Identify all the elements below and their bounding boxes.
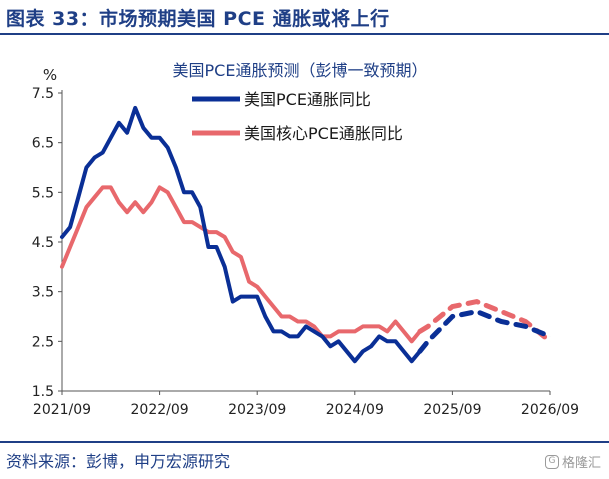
title-divider: [0, 33, 609, 35]
series-line-actual: [60, 105, 422, 364]
y-tick-label: 2.5: [32, 334, 54, 350]
x-tick-label: 2024/09: [326, 402, 384, 418]
series-line-actual: [60, 185, 422, 344]
series-pce: [60, 105, 553, 364]
footer-divider: [0, 441, 609, 443]
source-note: 资料来源：彭博，申万宏源研究: [6, 452, 231, 471]
y-tick-label: 1.5: [32, 384, 54, 400]
x-tick-label: 2021/09: [33, 402, 91, 418]
x-tick-label: 2022/09: [131, 402, 189, 418]
watermark-text: 格隆汇: [561, 456, 601, 471]
x-tick-label: 2023/09: [228, 402, 286, 418]
legend-label-pce: 美国PCE通胀同比: [244, 90, 371, 109]
watermark: G 格隆汇: [544, 452, 601, 471]
chart-title: 美国PCE通胀预测（彭博一致预期）: [173, 61, 428, 80]
x-tick-label: 2026/09: [521, 402, 579, 418]
x-tick-label: 2025/09: [423, 402, 481, 418]
series-core-pce: [60, 185, 553, 344]
y-tick-label: 5.5: [32, 185, 54, 201]
axes: 7.5 6.5 5.5 4.5 3.5 2.5 1.5 2021/09 2022/09 2023/…: [32, 86, 579, 418]
legend-label-core-pce: 美国核心PCE通胀同比: [244, 124, 403, 143]
y-tick-label: 6.5: [32, 136, 54, 152]
y-tick-label: 7.5: [32, 86, 54, 102]
y-tick-label: 3.5: [32, 285, 54, 301]
y-axis-unit: %: [43, 66, 57, 84]
watermark-logo-icon: G: [544, 454, 559, 469]
figure-title: 图表 33：市场预期美国 PCE 通胀或将上行: [6, 8, 390, 30]
y-tick-label: 4.5: [32, 235, 54, 251]
series-line-forecast: [417, 298, 553, 344]
series-layer: [60, 105, 553, 364]
